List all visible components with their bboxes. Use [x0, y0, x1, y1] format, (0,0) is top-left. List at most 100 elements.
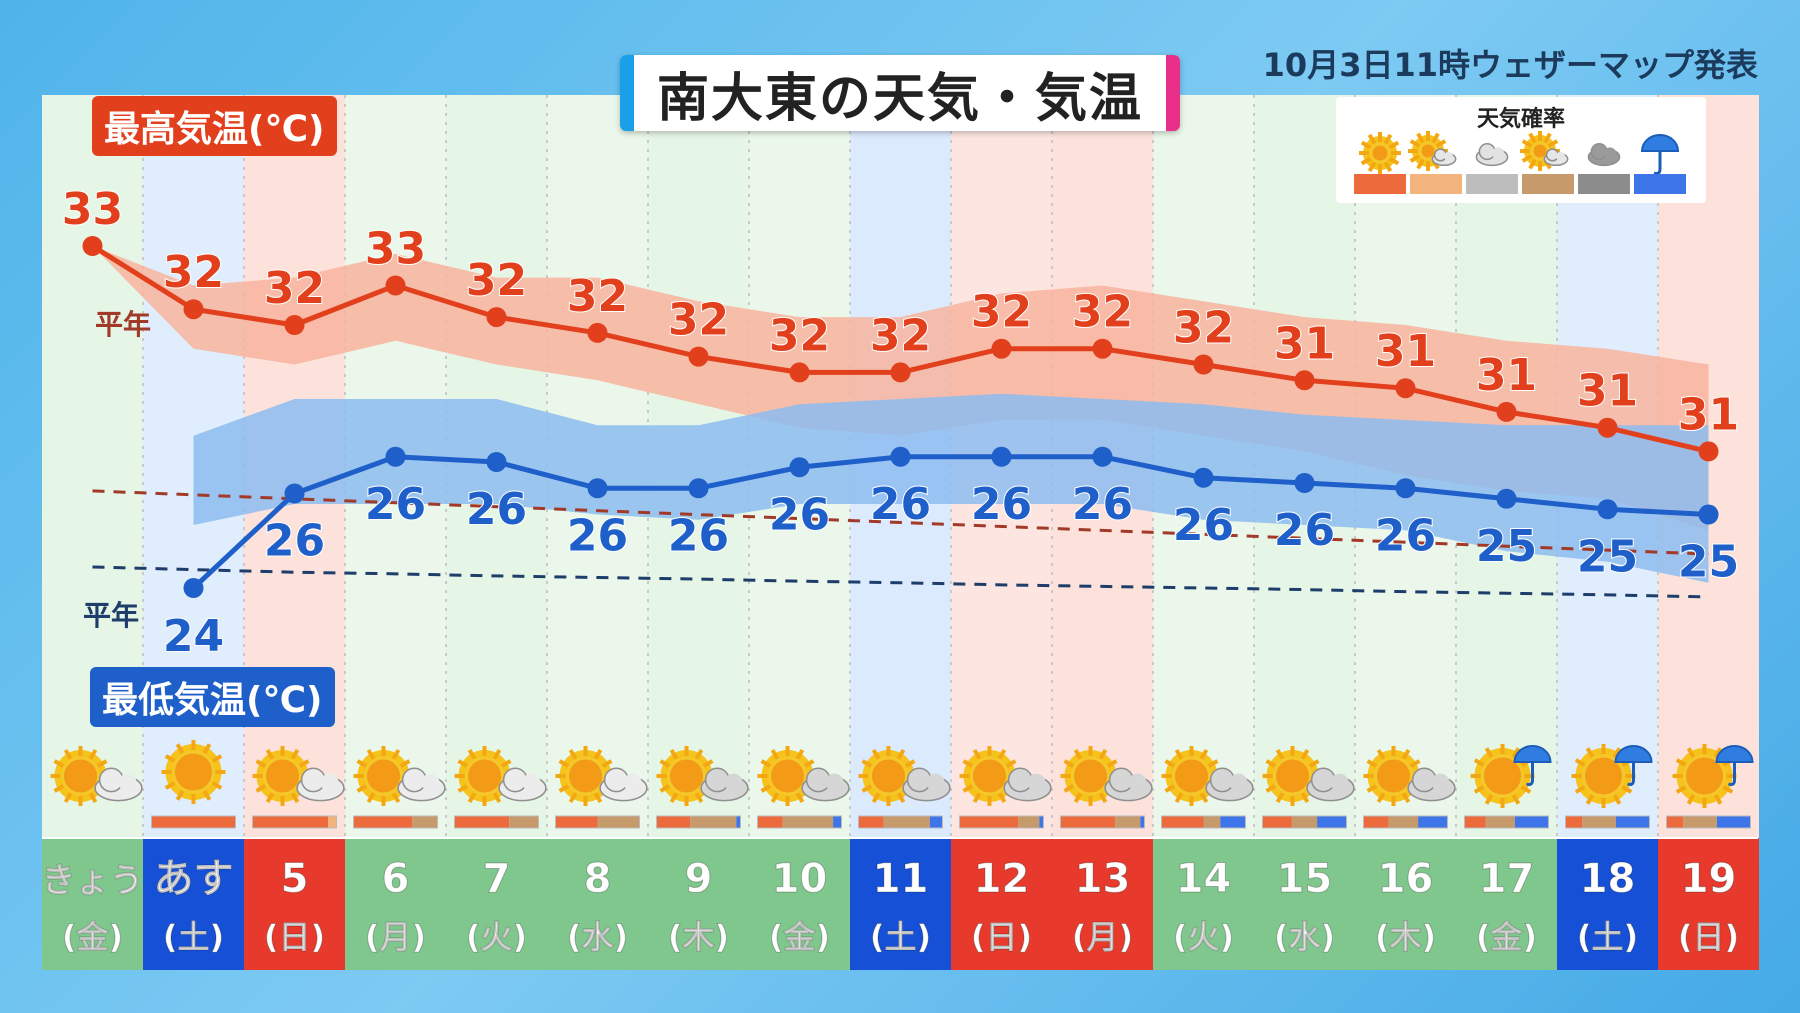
sunny-umbrella-icon [1672, 744, 1754, 808]
sun-ray [803, 759, 815, 768]
probability-segment [412, 816, 438, 828]
sun-ray [1612, 794, 1622, 805]
date-cell [1658, 838, 1759, 970]
sun-ray [1265, 759, 1277, 768]
max-temp-label: 最高気温(℃) [92, 96, 337, 156]
date-label: 11 [873, 856, 929, 902]
max-temp-line-point [1597, 417, 1618, 438]
day-of-week-label: (金) [1476, 918, 1537, 956]
day-of-week-label: (水) [1274, 918, 1335, 956]
probability-segment [959, 816, 1019, 828]
sun-ray [1511, 794, 1521, 805]
cloud-puff [118, 773, 137, 792]
sun-ray [694, 792, 704, 803]
date-cell [547, 838, 648, 970]
date-cell [1153, 838, 1254, 970]
sun-ray [659, 784, 671, 793]
min-temp-line-data-label: 26 [1072, 479, 1133, 530]
min-temp-line-data-label: 26 [870, 479, 931, 530]
sun-ray [694, 749, 704, 760]
max-temp-line-point [1698, 441, 1719, 462]
max-temp-line-point [1092, 338, 1113, 359]
sun-ray [760, 759, 772, 768]
sun-ray [500, 759, 512, 768]
max-normal-line [92, 489, 1709, 556]
probability-segment [555, 816, 598, 828]
sun-ray [795, 792, 805, 803]
probability-segment [1388, 816, 1419, 828]
sun-ray [1416, 158, 1425, 170]
sun-ray [290, 749, 300, 760]
sun-ray-group [161, 740, 226, 804]
date-cell [1456, 838, 1557, 970]
date-label: 13 [1075, 856, 1131, 902]
cloud-puff [1128, 773, 1147, 792]
max-temp-line-point [587, 322, 608, 343]
sun-core [1481, 754, 1524, 798]
sun-ray [1360, 156, 1372, 166]
sun-ray [211, 754, 223, 763]
probability-segment [1039, 816, 1044, 828]
sun-ray [669, 792, 679, 803]
sun-ray [1401, 749, 1411, 760]
probability-bar-border [1161, 815, 1246, 829]
sun-ray [63, 749, 73, 760]
sun-ray [164, 781, 176, 790]
sun-ray [1675, 758, 1687, 767]
sun-ray [997, 749, 1007, 760]
max-temp-line-data-label: 32 [163, 247, 224, 298]
max-temp-line-data-label: 33 [62, 184, 123, 235]
probability-segment [929, 816, 943, 828]
day-of-week-label: (火) [466, 918, 527, 956]
min-temp-line-point [183, 578, 204, 598]
sun-ray [1174, 749, 1184, 760]
probability-bar-border [1262, 815, 1347, 829]
sun-core [667, 756, 706, 796]
probability-segment [328, 816, 337, 828]
sun-core [61, 756, 100, 796]
sun-ray [492, 749, 502, 760]
date-cell [1052, 838, 1153, 970]
min-temp-line-point [1193, 467, 1214, 488]
sun-ray [1521, 154, 1533, 163]
cloud-puff [926, 773, 945, 792]
sun-ray [1621, 785, 1633, 794]
umbrella-canopy [1640, 134, 1680, 152]
sun-ray [298, 759, 310, 768]
sun-ray [659, 759, 671, 768]
max-temp-line-data-label: 32 [1072, 287, 1133, 338]
sun-ray [1164, 759, 1176, 768]
sun-ray [1388, 140, 1400, 150]
date-cell [1254, 838, 1355, 970]
probability-segment [1018, 816, 1040, 828]
sun-ray-group [1161, 746, 1222, 806]
probability-bar-border [252, 815, 337, 829]
sun-ray [1484, 794, 1494, 805]
issued-timestamp: 10月3日11時ウェザーマップ発表 [1262, 46, 1758, 84]
sun-ray [1520, 785, 1532, 794]
max-temp-line-point [1294, 370, 1315, 391]
probability-bar [656, 815, 741, 829]
probability-bar [252, 815, 337, 829]
sun-ray [1547, 139, 1559, 148]
umbrella-handle [1526, 762, 1534, 786]
sun-ray [1073, 749, 1083, 760]
date-cell [345, 838, 446, 970]
probability-segment [782, 816, 834, 828]
title-banner: 南大東の天気・気温 [620, 55, 1180, 131]
probability-bar-border [757, 815, 842, 829]
sun-ray [770, 749, 780, 760]
sunny-cloudy-icon [1363, 746, 1456, 806]
sun-ray [1713, 794, 1723, 805]
day-of-week-label: (火) [1173, 918, 1234, 956]
min-temp-line-point [385, 446, 406, 467]
sun-ray [255, 784, 267, 793]
min-temp-line-data-label: 26 [365, 479, 426, 530]
sun-ray [1366, 784, 1378, 793]
date-label: 12 [974, 856, 1030, 902]
probability-bar [353, 815, 438, 829]
min-temp-line-point [789, 457, 810, 478]
sun-core [263, 756, 302, 796]
sun-ray [760, 784, 772, 793]
day-of-week-label: (日) [971, 918, 1032, 956]
